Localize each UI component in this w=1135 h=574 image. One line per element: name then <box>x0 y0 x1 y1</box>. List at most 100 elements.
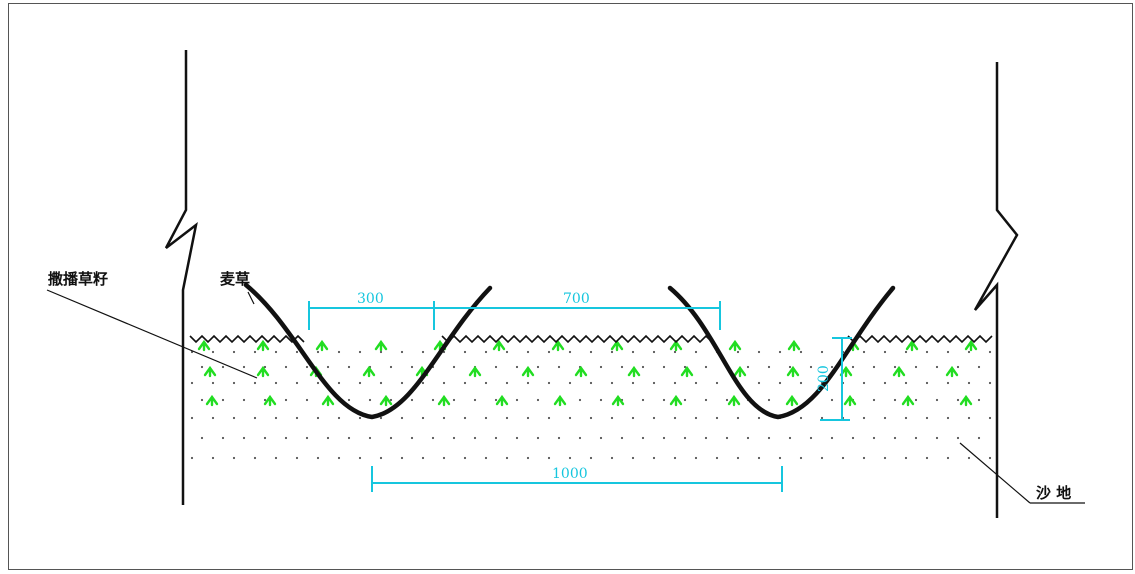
sand-dot <box>284 365 288 369</box>
sand-dot <box>463 456 467 460</box>
sand-dot <box>862 456 866 460</box>
seed-mark <box>733 365 747 378</box>
sand-dot <box>956 365 960 369</box>
sand-dot <box>883 381 887 385</box>
sand-dot <box>641 436 645 440</box>
sand-dot <box>484 456 488 460</box>
sand-dot <box>662 436 666 440</box>
sand-dot <box>736 350 740 354</box>
sand-dot <box>547 350 551 354</box>
sand-dot <box>200 436 204 440</box>
sand-dot <box>736 456 740 460</box>
sand-dot <box>725 398 729 402</box>
sand-dot <box>904 456 908 460</box>
straw-label: 麦草 <box>220 270 250 288</box>
sand-dot <box>557 436 561 440</box>
sand-dot <box>946 416 950 420</box>
sand-dot <box>610 456 614 460</box>
sand-dot <box>883 416 887 420</box>
sand-dot <box>463 416 467 420</box>
sand-dot <box>820 350 824 354</box>
sand-dot <box>977 365 981 369</box>
sand-dot <box>547 381 551 385</box>
seed-mark <box>315 339 329 352</box>
sand-dot <box>568 381 572 385</box>
sand-dot <box>232 416 236 420</box>
sand-dot <box>190 381 194 385</box>
sand-dot <box>232 381 236 385</box>
sand-dot <box>379 350 383 354</box>
dimension-700 <box>434 301 721 330</box>
sand-label: 沙 地 <box>1036 484 1071 502</box>
sand-dot <box>358 456 362 460</box>
sand-dot <box>988 381 992 385</box>
sand-dot <box>379 416 383 420</box>
straw-bundle-right <box>667 285 896 420</box>
sand-dot <box>809 436 813 440</box>
sand-dot <box>872 398 876 402</box>
sand-dot <box>379 381 383 385</box>
sand-dot <box>704 365 708 369</box>
sand-dot <box>200 365 204 369</box>
sand-dot <box>946 381 950 385</box>
seed-mark <box>611 394 625 407</box>
sand-dot <box>431 436 435 440</box>
sand-dot <box>610 416 614 420</box>
seed-mark <box>727 394 741 407</box>
ground-surface-left <box>189 334 305 344</box>
seed-mark <box>205 394 219 407</box>
sand-dot <box>788 436 792 440</box>
sand-dot <box>284 436 288 440</box>
sand-dot <box>389 436 393 440</box>
sand-dot <box>883 456 887 460</box>
seed-mark <box>321 394 335 407</box>
sand-dot <box>494 436 498 440</box>
sand-dot <box>221 398 225 402</box>
ground-surface-middle <box>441 334 713 344</box>
sand-dot <box>305 365 309 369</box>
sand-dots <box>190 350 992 460</box>
sand-dot <box>578 398 582 402</box>
sand-dot <box>620 365 624 369</box>
sand-dot <box>463 350 467 354</box>
sand-dot <box>746 365 750 369</box>
sand-dot <box>347 436 351 440</box>
sand-dot <box>494 365 498 369</box>
sand-dot <box>211 381 215 385</box>
sand-dot <box>505 456 509 460</box>
sand-dot <box>452 365 456 369</box>
sand-dot <box>337 456 341 460</box>
sand-dot <box>704 436 708 440</box>
sand-dot <box>526 416 530 420</box>
sand-dot <box>967 416 971 420</box>
seed-mark <box>964 339 978 352</box>
sand-dot <box>757 416 761 420</box>
sand-dot <box>337 381 341 385</box>
sand-dot <box>977 436 981 440</box>
sand-dot <box>904 416 908 420</box>
sand-dot <box>788 365 792 369</box>
sand-dot <box>914 398 918 402</box>
sand-dot <box>452 398 456 402</box>
sand-dot <box>652 381 656 385</box>
sand-dot <box>505 350 509 354</box>
sand-dot <box>347 365 351 369</box>
sand-dot <box>526 456 530 460</box>
sand-dot <box>893 436 897 440</box>
sand-dot <box>494 398 498 402</box>
sand-dot <box>956 436 960 440</box>
sand-dot <box>421 381 425 385</box>
seed-mark <box>843 394 857 407</box>
sand-dot <box>977 398 981 402</box>
sand-dot <box>736 416 740 420</box>
sand-dot <box>253 416 257 420</box>
sand-dot <box>830 398 834 402</box>
dimension-1000-text: 1000 <box>552 466 588 482</box>
sand-dot <box>652 416 656 420</box>
seed-broadcast-label: 撒播草籽 <box>48 270 108 288</box>
sand-dot <box>389 398 393 402</box>
sand-dot <box>662 365 666 369</box>
sand-dot <box>253 381 257 385</box>
sand-dot <box>442 416 446 420</box>
sand-dot <box>200 398 204 402</box>
